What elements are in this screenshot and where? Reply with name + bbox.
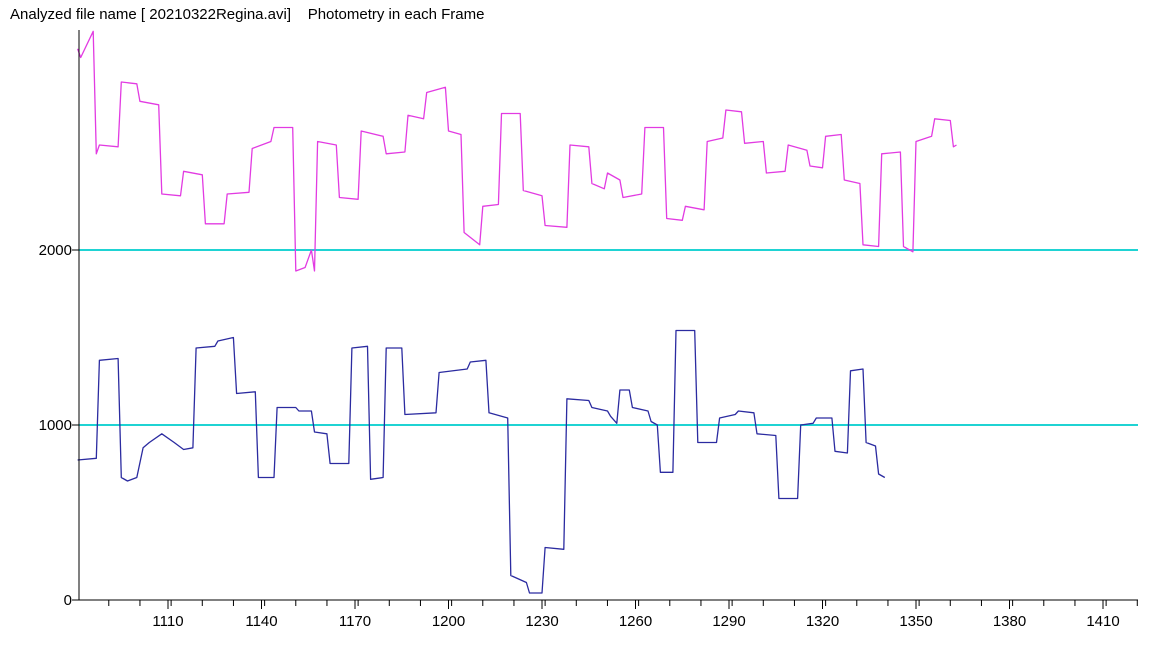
x-tick-label-1350: 1350 xyxy=(899,613,932,630)
x-tick-label-1320: 1320 xyxy=(806,613,839,630)
series-line-1 xyxy=(76,30,957,272)
y-ticks: 0 1000 2000 xyxy=(39,242,79,609)
x-tick-label-1170: 1170 xyxy=(339,613,371,630)
x-tick-label-1260: 1260 xyxy=(619,613,652,630)
x-tick-label-1110: 1110 xyxy=(152,613,183,630)
chart-title: Analyzed file name [ 20210322Regina.avi]… xyxy=(10,6,485,23)
x-tick-label-1200: 1200 xyxy=(432,613,465,630)
axes xyxy=(78,30,1138,601)
x-tick-label-1290: 1290 xyxy=(712,613,745,630)
series-line-2 xyxy=(77,329,886,594)
reference-lines xyxy=(79,249,1138,426)
x-tick-label-1140: 1140 xyxy=(245,613,277,630)
x-tick-label-1380: 1380 xyxy=(993,613,1026,630)
y-tick-label-0: 0 xyxy=(64,592,72,609)
series-lines xyxy=(76,30,957,594)
x-tick-label-1410: 1410 xyxy=(1086,613,1119,630)
x-ticks: 1110 1140 1170 1200 1230 1260 1290 1320 1350 1380… xyxy=(108,600,1138,630)
y-tick-label-2000: 2000 xyxy=(39,242,72,259)
y-tick-label-1000: 1000 xyxy=(39,417,72,434)
x-tick-label-1230: 1230 xyxy=(525,613,558,630)
